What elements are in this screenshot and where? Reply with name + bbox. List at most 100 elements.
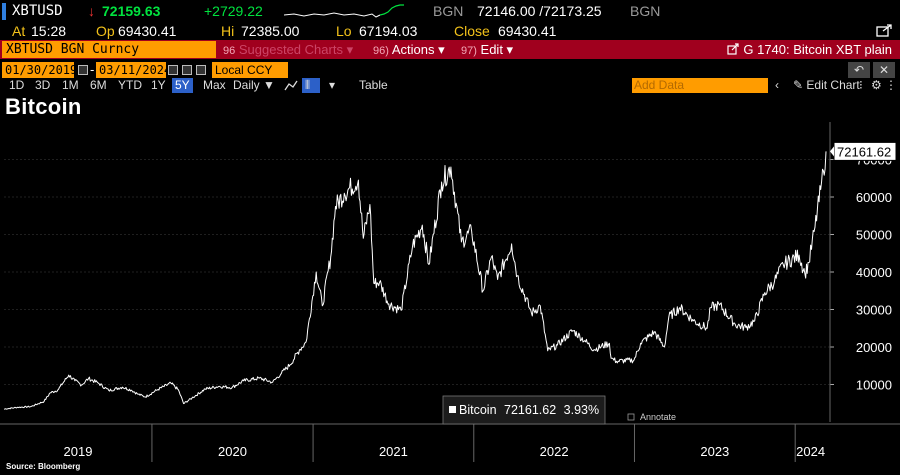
line-chart-icon[interactable] xyxy=(284,79,298,92)
y-tick-label: 60000 xyxy=(856,190,892,205)
last-value-text: 72161.62 xyxy=(837,144,891,159)
legend-swatch xyxy=(449,406,456,413)
grid-icon[interactable] xyxy=(182,65,192,75)
legend-change: 3.93% xyxy=(564,403,599,417)
range-max[interactable]: Max xyxy=(203,78,226,92)
edit-label: Edit xyxy=(480,42,503,57)
frequency-label: Daily xyxy=(233,78,260,92)
actions-label: Actions xyxy=(391,42,435,57)
legend-box[interactable]: Bitcoin 72161.62 3.93% xyxy=(442,395,606,425)
open-value: 69430.41 xyxy=(118,23,177,39)
y-tick-label: 50000 xyxy=(856,228,892,243)
close-value: 69430.41 xyxy=(498,23,557,39)
actions-number: 96) xyxy=(373,45,389,57)
x-tick-label: 2023 xyxy=(700,444,729,459)
quote-row: XBTUSD ↓ 72159.63 +2729.22 BGN 72146.00 … xyxy=(0,0,900,22)
range-5y[interactable]: 5Y xyxy=(172,78,193,93)
price-chart[interactable]: 10000200003000040000500006000070000 2019… xyxy=(0,122,900,462)
annotate-button[interactable]: Annotate xyxy=(627,412,676,422)
annotate-label: Annotate xyxy=(640,412,676,422)
open-label: Op xyxy=(96,23,115,39)
range-1d[interactable]: 1D xyxy=(9,78,25,92)
range-6m[interactable]: 6M xyxy=(90,78,107,92)
range-ytd[interactable]: YTD xyxy=(118,78,142,92)
svg-text:Bitcoin 72161.62 3: Bitcoin 72161.62 3.93% xyxy=(459,403,599,417)
suggested-charts-number: 96 xyxy=(223,45,236,57)
x-tick-label: 2019 xyxy=(64,444,93,459)
intraday-sparkline xyxy=(284,4,404,18)
price-line xyxy=(3,151,827,410)
ohlc-row: At 15:28 Op 69430.41 Hi 72385.00 Lo 6719… xyxy=(0,22,900,40)
x-axis: 2019 2020 2021 2022 2023 2024 xyxy=(0,423,900,459)
edit-menu[interactable]: 97) Edit ▾ xyxy=(461,42,514,57)
currency-label: Local CCY xyxy=(215,63,273,77)
edit-chart-button[interactable]: ✎ Edit Chart xyxy=(793,78,860,92)
command-bar: XBTUSD BGN Curncy 96 Suggested Charts ▾ … xyxy=(0,40,900,59)
last-value-pointer xyxy=(830,146,834,157)
calendar-icon[interactable] xyxy=(168,65,178,75)
grid-lines xyxy=(4,159,830,385)
security-field[interactable]: XBTUSD BGN Curncy xyxy=(2,41,216,58)
suggested-charts-menu[interactable]: 96 Suggested Charts ▾ xyxy=(223,42,354,57)
close-label: Close xyxy=(454,23,490,39)
calendar-icon[interactable] xyxy=(78,65,88,75)
x-tick-label: 2020 xyxy=(218,444,247,459)
legend-value: 72161.62 xyxy=(504,403,556,417)
scroll-left-icon[interactable]: ‹ xyxy=(775,78,779,92)
x-tick-label: 2024 xyxy=(796,444,825,459)
candlestick-icon[interactable]: ⫴ xyxy=(302,78,320,93)
down-arrow-icon: ↓ xyxy=(88,3,95,19)
x-tick-label: 2021 xyxy=(379,444,408,459)
end-date-input[interactable]: 03/11/2024 xyxy=(96,62,171,78)
y-tick-label: 40000 xyxy=(856,265,892,280)
bid-ask: 72146.00 /72173.25 xyxy=(477,3,602,19)
external-link-icon[interactable] xyxy=(727,43,739,55)
settings-icon[interactable]: ⚙ xyxy=(871,78,882,92)
source-note: Source: Bloomberg xyxy=(6,462,81,471)
low-label: Lo xyxy=(336,23,352,39)
chart-title: Bitcoin xyxy=(5,94,82,119)
add-data-input[interactable]: Add Data xyxy=(632,78,768,93)
edit-number: 97) xyxy=(461,45,477,57)
low-value: 67194.03 xyxy=(359,23,418,39)
range-1m[interactable]: 1M xyxy=(62,78,79,92)
date-separator: - xyxy=(90,62,95,77)
x-tick-label: 2022 xyxy=(540,444,569,459)
back-icon[interactable] xyxy=(196,65,206,75)
page-title-text: G 1740: Bitcoin XBT plain xyxy=(743,42,892,57)
last-value-label: 72161.62 xyxy=(830,141,897,161)
at-label: At xyxy=(12,23,26,39)
net-change: +2729.22 xyxy=(204,3,263,19)
year-separators xyxy=(151,424,796,462)
ticker[interactable]: XBTUSD xyxy=(2,3,66,20)
table-button[interactable]: Table xyxy=(359,78,388,92)
legend-series-name: Bitcoin xyxy=(459,403,497,417)
chart-toolbar: 1D 3D 1M 6M YTD 1Y 5Y Max Daily ▼ ⫴ ▾ Ta… xyxy=(0,78,900,94)
start-date-input[interactable]: 01/30/2019 xyxy=(2,62,77,78)
actions-menu[interactable]: 96) Actions ▾ xyxy=(373,42,445,57)
high-label: Hi xyxy=(221,23,235,39)
chart-type-dropdown-icon[interactable]: ▾ xyxy=(329,78,336,92)
y-axis: 10000200003000040000500006000070000 xyxy=(829,122,892,422)
price-source: BGN xyxy=(433,3,464,19)
suggested-charts-label: Suggested Charts xyxy=(238,42,343,57)
page-title: G 1740: Bitcoin XBT plain xyxy=(727,41,892,58)
popout-icon[interactable] xyxy=(876,24,894,38)
edit-chart-label: Edit Chart xyxy=(806,78,860,92)
last-price: 72159.63 xyxy=(102,3,161,19)
high-value: 72385.00 xyxy=(241,23,300,39)
undo-icon[interactable]: ↶ xyxy=(848,62,870,78)
date-bar: 01/30/2019 - 03/11/2024 Local CCY ↶ ✕ xyxy=(0,62,900,78)
close-icon[interactable]: ✕ xyxy=(873,62,895,78)
at-value: 15:28 xyxy=(31,23,67,39)
frequency-select[interactable]: Daily ▼ xyxy=(233,78,275,92)
currency-select[interactable]: Local CCY xyxy=(212,62,288,78)
y-tick-label: 10000 xyxy=(856,378,892,393)
y-tick-label: 20000 xyxy=(856,340,892,355)
range-3d[interactable]: 3D xyxy=(35,78,51,92)
y-tick-label: 30000 xyxy=(856,303,892,318)
options-icon[interactable]: ⁝ xyxy=(859,78,863,92)
bid-ask-source: BGN xyxy=(630,3,661,19)
more-icon[interactable]: ⋮ xyxy=(885,78,897,92)
range-1y[interactable]: 1Y xyxy=(151,78,166,92)
